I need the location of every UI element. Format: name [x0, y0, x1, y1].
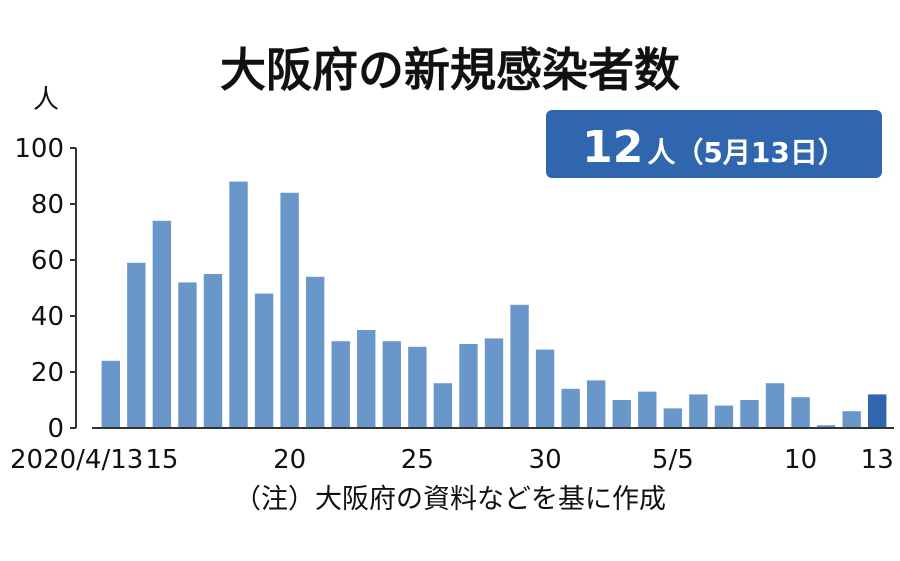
- bar: [459, 344, 478, 428]
- bar: [535, 349, 555, 428]
- bar: [101, 360, 120, 428]
- x-tick-label: 5/5: [652, 445, 694, 475]
- bar: [433, 383, 453, 428]
- bar: [689, 394, 708, 428]
- y-tick-label: 0: [47, 414, 64, 444]
- bar: [178, 282, 197, 428]
- y-tick-label: 80: [31, 190, 64, 220]
- x-axis-ticks: 2020/4/13 15 20 25 30 5/5 10 13: [10, 445, 894, 475]
- x-tick-label: 20: [273, 445, 306, 475]
- bar: [382, 341, 402, 428]
- bar: [638, 391, 657, 428]
- source-note: （注）大阪府の資料などを基に作成: [234, 484, 666, 515]
- bar: [484, 338, 504, 428]
- x-tick-label: 10: [784, 445, 817, 475]
- y-tick-label: 100: [14, 134, 64, 164]
- callout-rest: 人（5月13日）: [647, 136, 845, 169]
- bar: [765, 383, 785, 428]
- bar: [357, 330, 376, 428]
- y-tick-label: 40: [31, 302, 64, 332]
- y-tick-label: 20: [31, 358, 64, 388]
- bar: [663, 408, 683, 428]
- bar: [305, 276, 325, 428]
- bar: [842, 411, 861, 428]
- bar: [586, 380, 606, 428]
- y-tick-label: 60: [31, 246, 64, 276]
- x-tick-label: 15: [145, 445, 178, 475]
- bar: [127, 262, 146, 428]
- bar: [612, 400, 631, 428]
- bar: [816, 425, 836, 428]
- x-tick-label: 30: [529, 445, 562, 475]
- bar: [868, 394, 887, 428]
- x-tick-label: 13: [861, 445, 894, 475]
- bar: [331, 341, 350, 428]
- bar: [203, 274, 223, 428]
- y-axis: 0 20 40 60 80 100: [14, 134, 77, 444]
- chart-title: 大阪府の新規感染者数: [220, 43, 680, 97]
- callout-badge: [546, 110, 882, 178]
- bar: [280, 192, 299, 428]
- callout-text: 12 人（5月13日）: [582, 122, 846, 173]
- bar: [791, 397, 810, 428]
- x-tick-label: 25: [401, 445, 434, 475]
- bar: [152, 220, 172, 428]
- bar: [254, 293, 274, 428]
- bar: [740, 400, 759, 428]
- y-axis-unit: 人: [33, 85, 59, 115]
- bar: [510, 304, 529, 428]
- bars: [101, 181, 887, 428]
- bar: [408, 346, 427, 428]
- x-tick-label: 2020/4/13: [10, 445, 143, 475]
- bar: [561, 388, 580, 428]
- bar: [714, 405, 734, 428]
- callout-number: 12: [582, 122, 643, 173]
- bar: [229, 181, 248, 428]
